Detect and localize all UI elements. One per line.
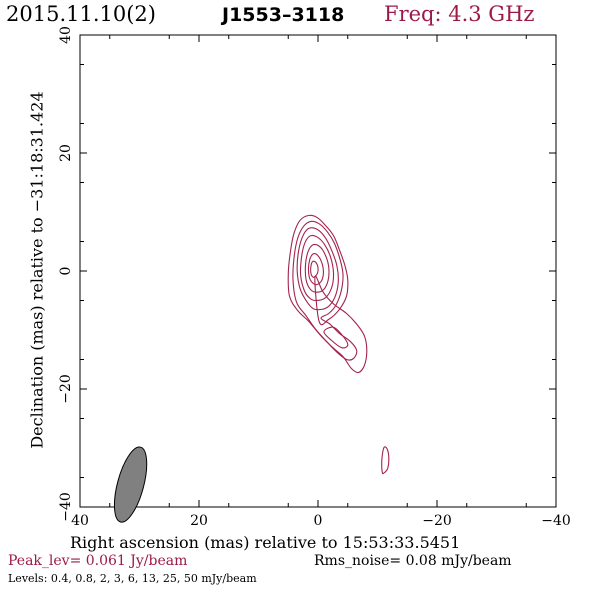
frequency-label: Freq: 4.3 GHz <box>384 2 535 26</box>
y-tick-label: 0 <box>58 267 74 276</box>
x-tick-label: −20 <box>422 513 452 529</box>
contour-line <box>299 234 335 302</box>
x-tick-label: 0 <box>314 513 323 529</box>
peak-level: Peak_lev= 0.061 Jy/beam <box>8 553 188 569</box>
contour-line <box>292 220 358 361</box>
contour-line <box>307 253 324 286</box>
y-tick-label: −40 <box>58 492 74 522</box>
y-tick-label: 40 <box>58 26 74 44</box>
y-tick-label: 20 <box>58 144 74 162</box>
axis-ticks: 40 20 0 −20 −40 −40 −20 0 20 40 <box>58 26 571 529</box>
observation-date: 2015.11.10(2) <box>6 2 156 26</box>
y-tick-label: −20 <box>58 374 74 404</box>
contour-line <box>287 214 368 374</box>
rms-noise: Rms_noise= 0.08 mJy/beam <box>314 553 512 569</box>
contour-line <box>304 244 330 293</box>
source-name: J1553–3118 <box>222 4 345 26</box>
x-tick-label: 20 <box>190 513 208 529</box>
contour-layer <box>287 214 390 475</box>
beam-ellipse <box>113 446 148 523</box>
contour-levels: Levels: 0.4, 0.8, 2, 3, 6, 13, 25, 50 mJ… <box>8 572 257 585</box>
x-tick-label: 40 <box>71 513 89 529</box>
contour-line <box>323 326 349 349</box>
beam-layer <box>113 446 148 523</box>
contour-line <box>296 227 339 311</box>
x-tick-label: −40 <box>541 513 571 529</box>
x-axis-label: Right ascension (mas) relative to 15:53:… <box>70 533 461 552</box>
contour-line <box>310 260 319 278</box>
y-axis-label: Declination (mas) relative to −31:18:31.… <box>27 91 47 449</box>
contour-line <box>381 446 390 475</box>
